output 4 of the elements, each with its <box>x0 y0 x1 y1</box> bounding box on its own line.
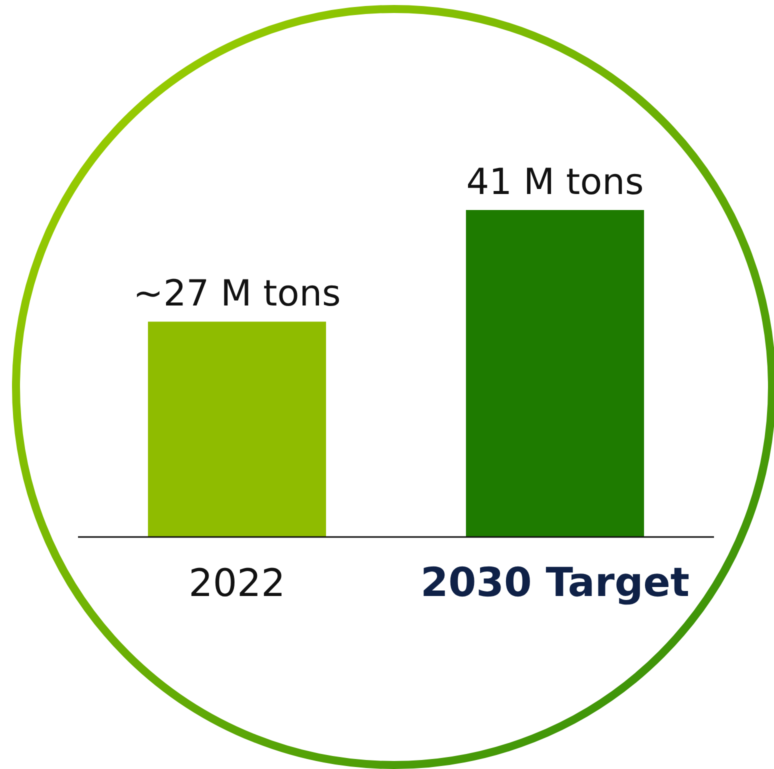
x-tick-label: 2030 Target <box>420 560 690 606</box>
data-label: ~27 M tons <box>133 274 341 315</box>
data-label: 41 M tons <box>466 162 644 203</box>
x-tick-label: 2022 <box>188 561 286 605</box>
